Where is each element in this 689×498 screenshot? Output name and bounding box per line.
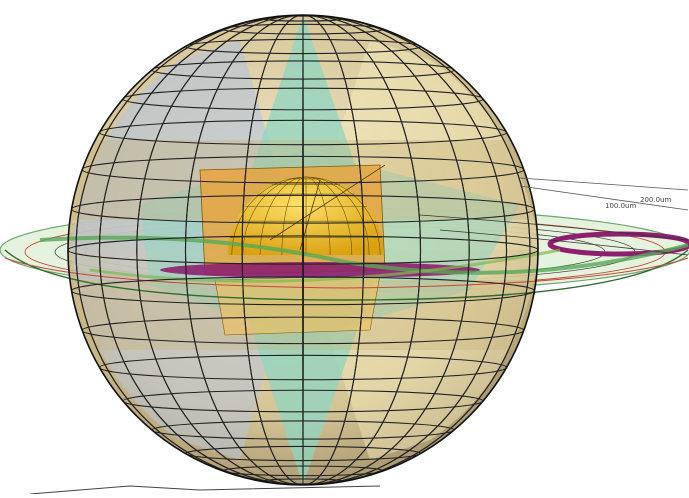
scale-line [30, 486, 380, 494]
ring-label-inner: 100.0um [605, 202, 636, 210]
longitude-line [303, 15, 304, 485]
ring-label-outer: 200.0um [640, 196, 671, 204]
measurement-annotation: 200.0um 100.0um [520, 178, 688, 210]
